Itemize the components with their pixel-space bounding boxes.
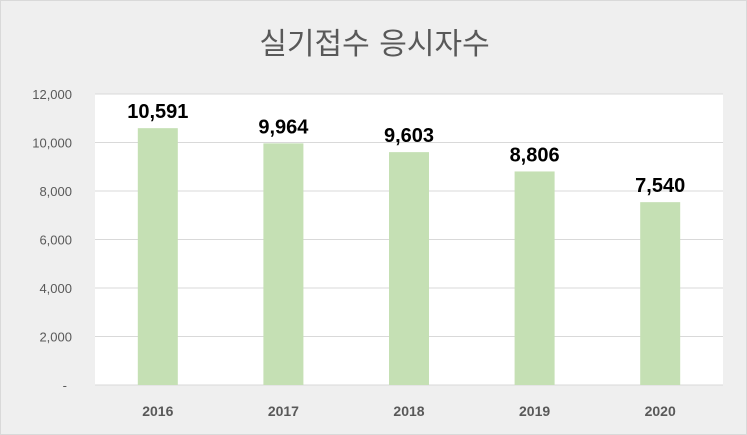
- bar: [514, 171, 555, 385]
- y-tick-label: -: [63, 378, 67, 393]
- x-tick-label: 2018: [393, 403, 424, 419]
- y-tick-label: 12,000: [32, 87, 72, 102]
- x-tick-label: 2016: [142, 403, 173, 419]
- data-label: 10,591: [127, 101, 188, 123]
- chart-title: 실기접수 응시자수: [259, 27, 490, 62]
- data-label: 9,964: [258, 116, 309, 138]
- bar: [640, 202, 681, 385]
- y-tick-label: 6,000: [39, 233, 72, 248]
- y-tick-label: 8,000: [39, 184, 72, 199]
- y-tick-label: 10,000: [32, 136, 72, 151]
- x-tick-label: 2019: [519, 403, 550, 419]
- data-label: 9,603: [384, 125, 434, 147]
- x-tick-label: 2020: [645, 403, 676, 419]
- bar: [389, 152, 429, 385]
- y-tick-label: 4,000: [39, 281, 72, 296]
- data-label: 7,540: [635, 175, 685, 197]
- bar: [263, 143, 304, 385]
- x-tick-label: 2017: [268, 403, 299, 419]
- bar: [137, 128, 178, 385]
- y-tick-label: 2,000: [39, 330, 72, 345]
- data-label: 8,806: [510, 144, 560, 166]
